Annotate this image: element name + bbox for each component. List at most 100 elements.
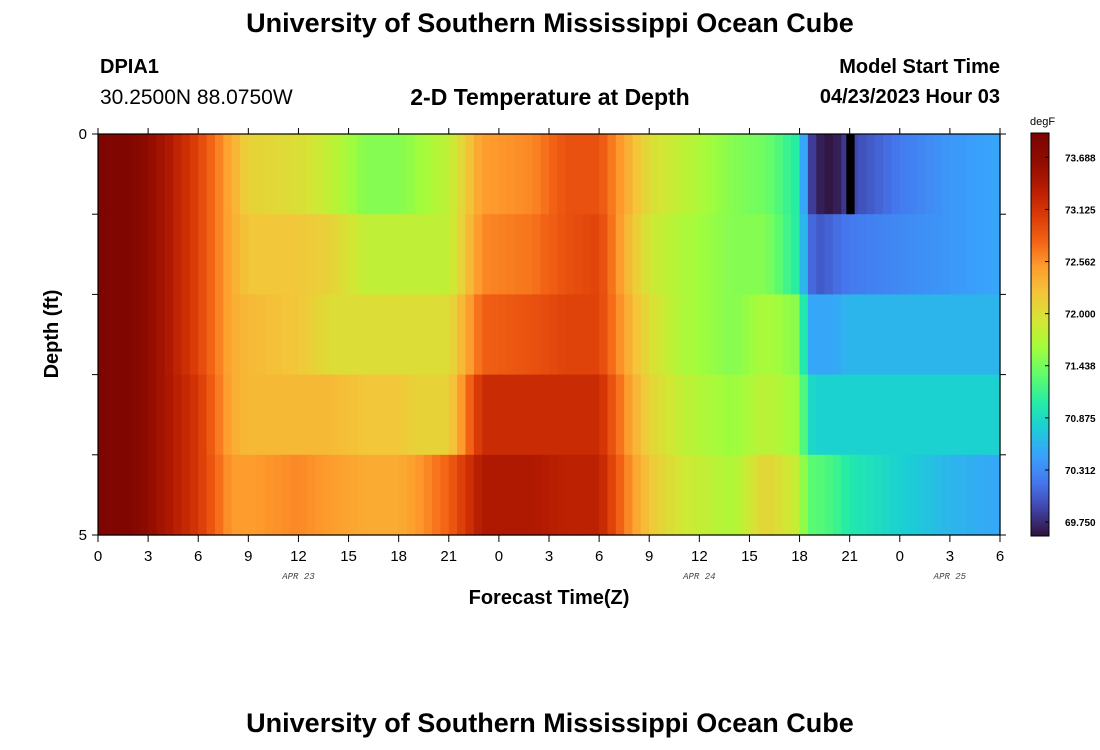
x-tick-label: 9: [244, 548, 252, 565]
heatmap-cell: [532, 374, 542, 456]
station-id: DPIA1: [100, 56, 159, 78]
heatmap-cell: [290, 294, 300, 376]
heatmap-cell: [966, 454, 976, 536]
x-tick-label: 3: [946, 548, 954, 565]
heatmap-cell: [682, 454, 692, 536]
heatmap-cell: [323, 294, 333, 376]
heatmap-cell: [966, 374, 976, 456]
heatmap-cell: [123, 134, 133, 215]
heatmap-cell: [365, 454, 375, 536]
colorbar-bar: [1030, 132, 1050, 537]
heatmap-cell: [916, 214, 926, 295]
heatmap-cell: [574, 374, 584, 456]
x-tick-label: 3: [144, 548, 152, 565]
model-start-label: Model Start Time: [839, 56, 1000, 78]
heatmap-cell: [490, 454, 500, 536]
colorbar-label: 72.000: [1065, 310, 1096, 321]
heatmap-cell: [398, 214, 408, 295]
x-tick-label: 6: [996, 548, 1004, 565]
heatmap-cell: [757, 454, 767, 536]
heatmap-cell: [306, 454, 316, 536]
heatmap-cell: [390, 214, 400, 295]
heatmap-cell: [557, 294, 567, 376]
heatmap-cell: [574, 294, 584, 376]
heatmap-cell: [473, 454, 483, 536]
heatmap-cell: [331, 454, 341, 536]
heatmap-cell: [473, 214, 483, 295]
heatmap-cell: [256, 134, 266, 215]
heatmap-cell: [924, 214, 934, 295]
heatmap-cell: [657, 134, 667, 215]
heatmap-cell: [315, 454, 325, 536]
heatmap-cell: [682, 294, 692, 376]
heatmap-cell: [590, 294, 600, 376]
heatmap-cell: [791, 374, 801, 456]
heatmap-cell: [440, 294, 450, 376]
heatmap-cell: [189, 454, 199, 536]
heatmap-cell: [899, 214, 909, 295]
heatmap-cell: [716, 374, 725, 456]
heatmap-cell: [381, 294, 391, 376]
heatmap-cell: [949, 294, 959, 376]
heatmap-cell: [741, 374, 751, 456]
heatmap-cell: [549, 214, 558, 295]
heatmap-cell: [507, 454, 517, 536]
heatmap-cell: [390, 454, 400, 536]
heatmap-cell: [974, 454, 984, 536]
heatmap-cell: [891, 454, 901, 536]
heatmap-cell: [415, 214, 425, 295]
heatmap-cell: [674, 134, 684, 215]
heatmap-cell: [206, 134, 216, 215]
heatmap-cell: [565, 294, 575, 376]
heatmap-cell: [423, 214, 433, 295]
heatmap-cell: [131, 294, 141, 376]
heatmap-cell: [423, 374, 433, 456]
heatmap-cell: [699, 214, 709, 295]
x-axis-title: Forecast Time(Z): [469, 587, 630, 609]
heatmap-cell: [448, 454, 458, 536]
heatmap-cell: [432, 374, 442, 456]
heatmap-cell: [916, 454, 926, 536]
heatmap-cell: [640, 294, 650, 376]
heatmap-cell: [590, 214, 600, 295]
heatmap-cell: [315, 374, 325, 456]
colorbar-ticks: 73.688 73.125 72.562 72.000 71.438 70.875 70.3…: [1045, 153, 1096, 529]
heatmap-cell: [198, 294, 208, 376]
heatmap-cell: [340, 214, 350, 295]
heatmap-cell: [841, 454, 851, 536]
heatmap-cell: [665, 294, 675, 376]
heatmap-cell: [590, 454, 600, 536]
heatmap-cell: [239, 134, 249, 215]
heatmap-cell: [515, 294, 525, 376]
heatmap-cell: [173, 454, 183, 536]
heatmap-cell: [640, 374, 650, 456]
heatmap-cell: [607, 454, 617, 536]
heatmap-cell: [373, 214, 383, 295]
heatmap-cell: [557, 134, 567, 215]
heatmap-cell: [214, 214, 224, 295]
heatmap-cell: [223, 294, 233, 376]
heatmap-cell: [423, 294, 433, 376]
heatmap-cell: [908, 214, 918, 295]
heatmap-cell: [899, 454, 909, 536]
heatmap-cell: [707, 454, 717, 536]
x-tick-label: 15: [741, 548, 758, 565]
heatmap-cell: [490, 374, 500, 456]
heatmap-cell: [498, 374, 508, 456]
heatmap-cell: [532, 454, 542, 536]
heatmap-cell: [782, 214, 792, 295]
heatmap-cell: [966, 134, 976, 215]
heatmap-cell: [273, 294, 283, 376]
heatmap-cell: [114, 454, 124, 536]
heatmap-cell: [356, 454, 366, 536]
heatmap-cell: [356, 374, 366, 456]
heatmap-cell: [916, 134, 926, 215]
x-tick-label: 0: [495, 548, 503, 565]
heatmap-cell: [98, 214, 107, 295]
heatmap-cell: [331, 374, 341, 456]
heatmap-cell: [949, 134, 959, 215]
x-date-label: APR 25: [933, 572, 967, 582]
heatmap-cell: [281, 454, 291, 536]
heatmap-cell: [198, 214, 208, 295]
